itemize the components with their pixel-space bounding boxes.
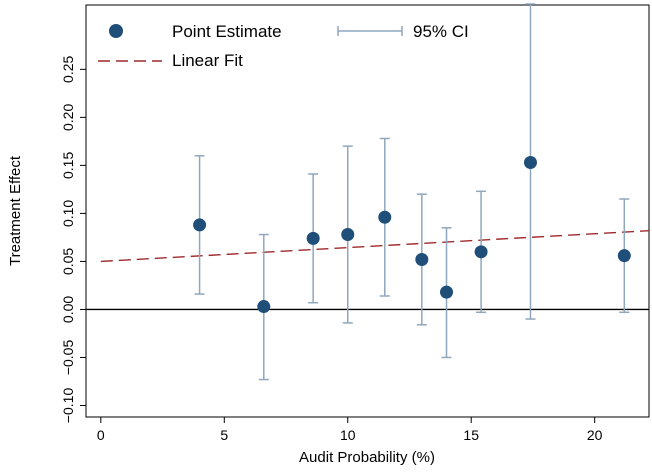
y-axis-title: Treatment Effect bbox=[7, 155, 24, 266]
y-tick-label: −0.10 bbox=[60, 388, 76, 424]
y-axis: −0.10 −0.05 0.00 0.05 0.10 0.15 0.20 0.25 bbox=[60, 56, 86, 424]
data-point bbox=[523, 156, 537, 170]
x-tick-label: 5 bbox=[220, 427, 228, 443]
y-tick-label: 0.05 bbox=[60, 248, 76, 275]
y-tick-label: 0.15 bbox=[60, 152, 76, 179]
y-tick-label: 0.10 bbox=[60, 200, 76, 227]
data-point bbox=[306, 231, 320, 245]
legend-point-marker bbox=[109, 24, 123, 38]
x-tick-label: 15 bbox=[463, 427, 479, 443]
data-point bbox=[193, 218, 207, 232]
data-point bbox=[341, 228, 355, 242]
x-axis: 0 5 10 15 20 bbox=[97, 417, 603, 443]
legend-point-label: Point Estimate bbox=[172, 22, 282, 41]
data-point bbox=[257, 300, 271, 314]
point-estimates bbox=[193, 156, 631, 314]
data-point bbox=[617, 249, 631, 263]
legend-fit-label: Linear Fit bbox=[172, 51, 243, 70]
x-tick-label: 0 bbox=[97, 427, 105, 443]
y-tick-label: 0.20 bbox=[60, 104, 76, 131]
legend-ci-marker bbox=[337, 26, 403, 36]
data-point bbox=[440, 285, 454, 299]
x-tick-label: 10 bbox=[340, 427, 356, 443]
y-tick-label: 0.25 bbox=[60, 56, 76, 83]
data-point bbox=[474, 245, 488, 259]
data-point bbox=[378, 210, 392, 224]
legend: Point Estimate 95% CI Linear Fit bbox=[98, 22, 469, 70]
y-tick-label: −0.05 bbox=[60, 340, 76, 376]
data-point bbox=[415, 252, 429, 266]
y-tick-label: 0.00 bbox=[60, 296, 76, 323]
legend-ci-label: 95% CI bbox=[413, 22, 469, 41]
plot-frame bbox=[85, 4, 650, 418]
x-tick-label: 20 bbox=[587, 427, 603, 443]
linear-fit-line bbox=[100, 229, 650, 263]
x-axis-title: Audit Probability (%) bbox=[299, 449, 435, 466]
